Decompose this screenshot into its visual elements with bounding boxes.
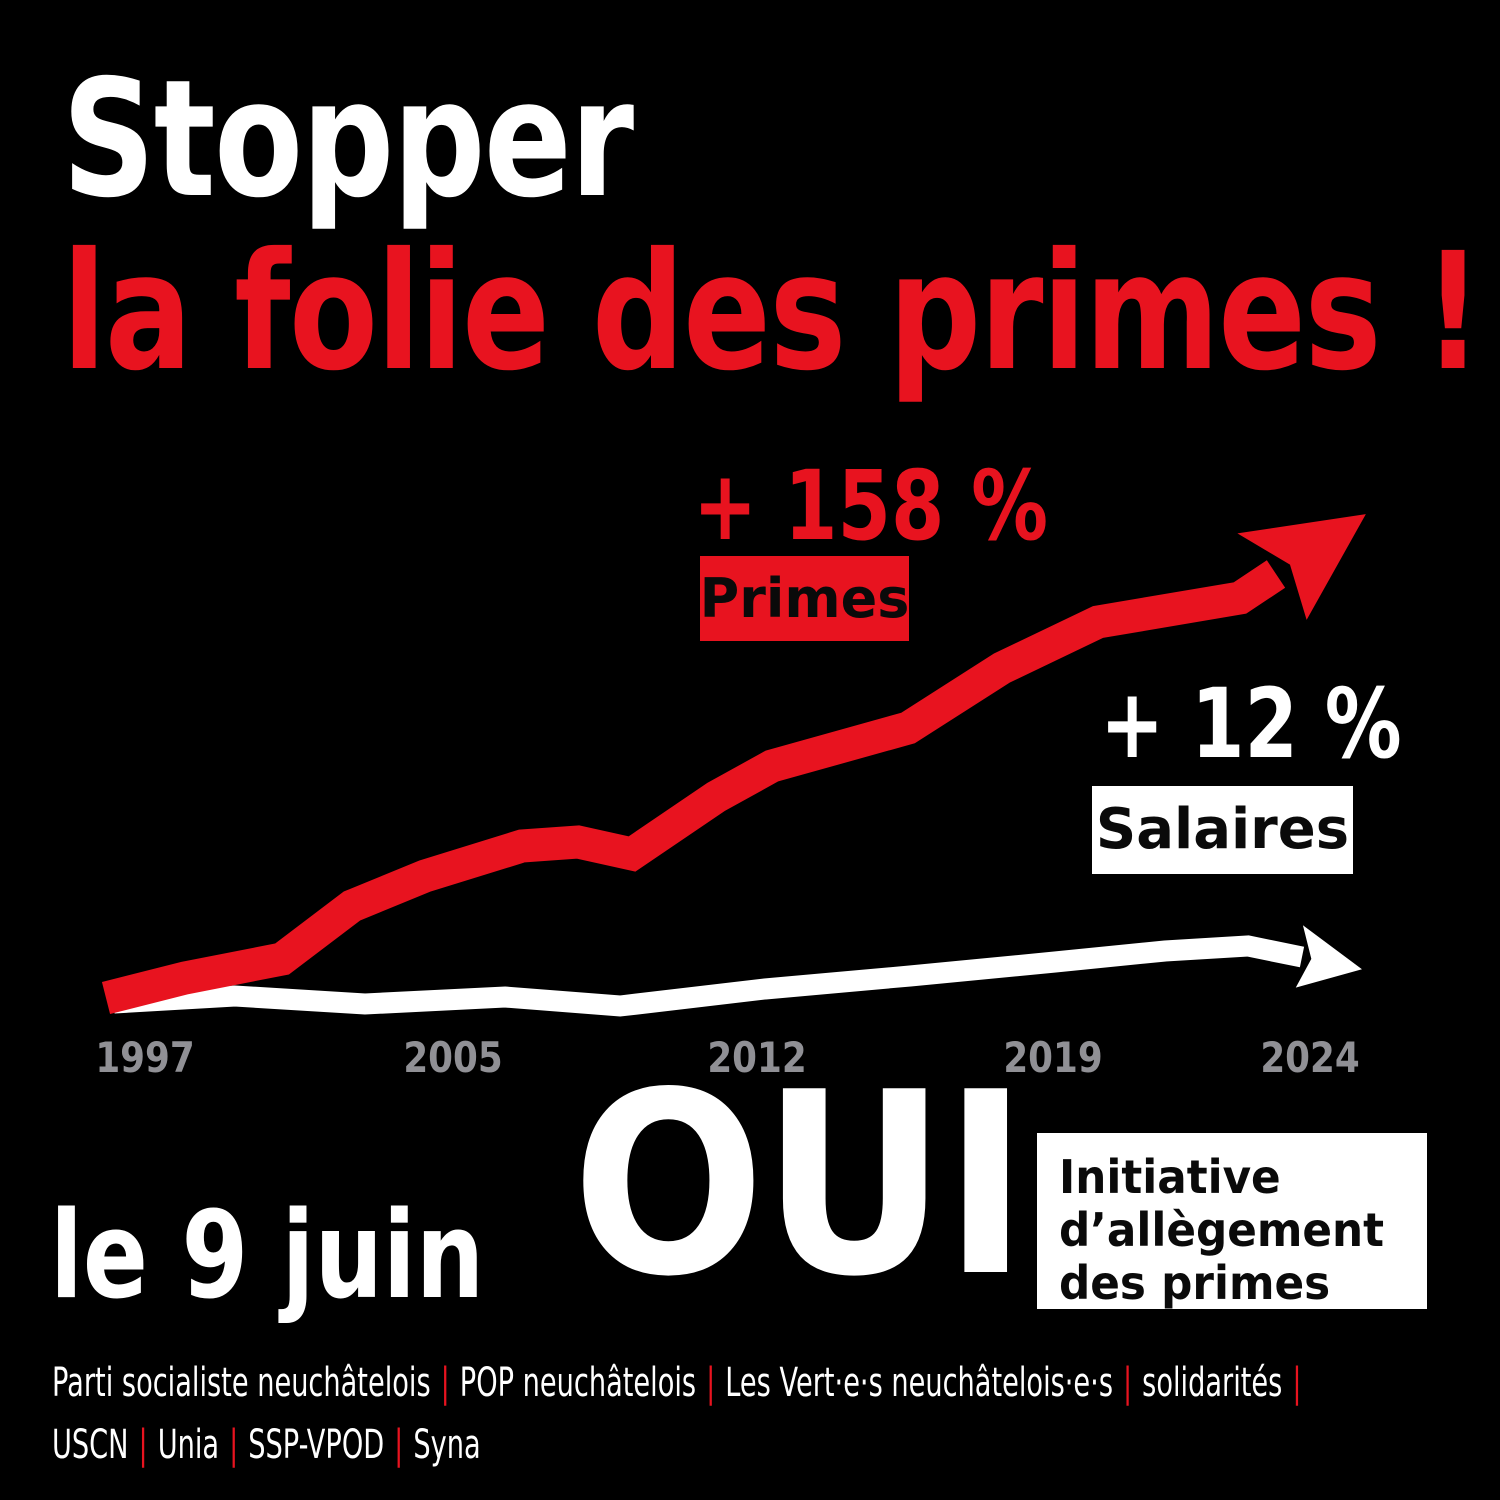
primes-series-label: Primes	[699, 566, 910, 630]
separator-pipe: |	[220, 1422, 247, 1468]
initiative-box: Initiative d’allègement des primes	[1037, 1133, 1427, 1310]
supporter-name: POP neuchâtelois	[459, 1360, 697, 1406]
supporter-name: USCN	[52, 1422, 129, 1468]
supporter-name: Parti socialiste neuchâtelois	[52, 1360, 431, 1406]
supporters-line: Parti socialiste neuchâtelois | POP neuc…	[52, 1352, 1500, 1414]
initiative-line-1: Initiative	[1059, 1150, 1281, 1204]
supporter-name: SSP-VPOD	[248, 1422, 385, 1468]
primes-series-label-box: Primes	[700, 556, 909, 641]
vote-date: le 9 juin	[50, 1187, 485, 1326]
separator-pipe: |	[385, 1422, 412, 1468]
x-axis-label-1997: 1997	[95, 1033, 195, 1082]
primes-growth-label: + 158 %	[693, 450, 1049, 562]
supporter-name: Syna	[413, 1422, 481, 1468]
separator-pipe: |	[1283, 1360, 1302, 1406]
initiative-line-2: d’allègement	[1059, 1203, 1385, 1257]
page-title-line2: la folie des primes !	[62, 219, 1483, 407]
supporter-name: Les Vert·e·s neuchâtelois·e·s	[725, 1360, 1113, 1406]
x-axis-label-2024: 2024	[1260, 1033, 1360, 1082]
salaires-line	[113, 925, 1362, 1017]
vote-oui-word: OUI	[572, 1039, 1028, 1332]
salaires-growth-label: + 12 %	[1100, 668, 1402, 780]
salaires-series-label: Salaires	[1095, 797, 1350, 862]
separator-pipe: |	[697, 1360, 724, 1406]
supporters-list: Parti socialiste neuchâtelois | POP neuc…	[52, 1352, 1500, 1476]
page-title-line1: Stopper	[62, 46, 634, 234]
x-axis-labels: 1997 2005 2012 2019 2024	[0, 1037, 1500, 1087]
x-axis-label-2012: 2012	[707, 1033, 807, 1082]
supporter-name: solidarités	[1142, 1360, 1283, 1406]
salaires-series-label-box: Salaires	[1092, 786, 1353, 874]
separator-pipe: |	[129, 1422, 157, 1468]
x-axis-label-2019: 2019	[1003, 1033, 1103, 1082]
supporter-name: Unia	[157, 1422, 220, 1468]
separator-pipe: |	[1114, 1360, 1141, 1406]
initiative-line-3: des primes	[1059, 1256, 1331, 1310]
supporters-line: USCN | Unia | SSP-VPOD | Syna	[52, 1414, 1500, 1476]
separator-pipe: |	[431, 1360, 459, 1406]
primes-line	[101, 514, 1366, 1014]
x-axis-label-2005: 2005	[403, 1033, 503, 1082]
